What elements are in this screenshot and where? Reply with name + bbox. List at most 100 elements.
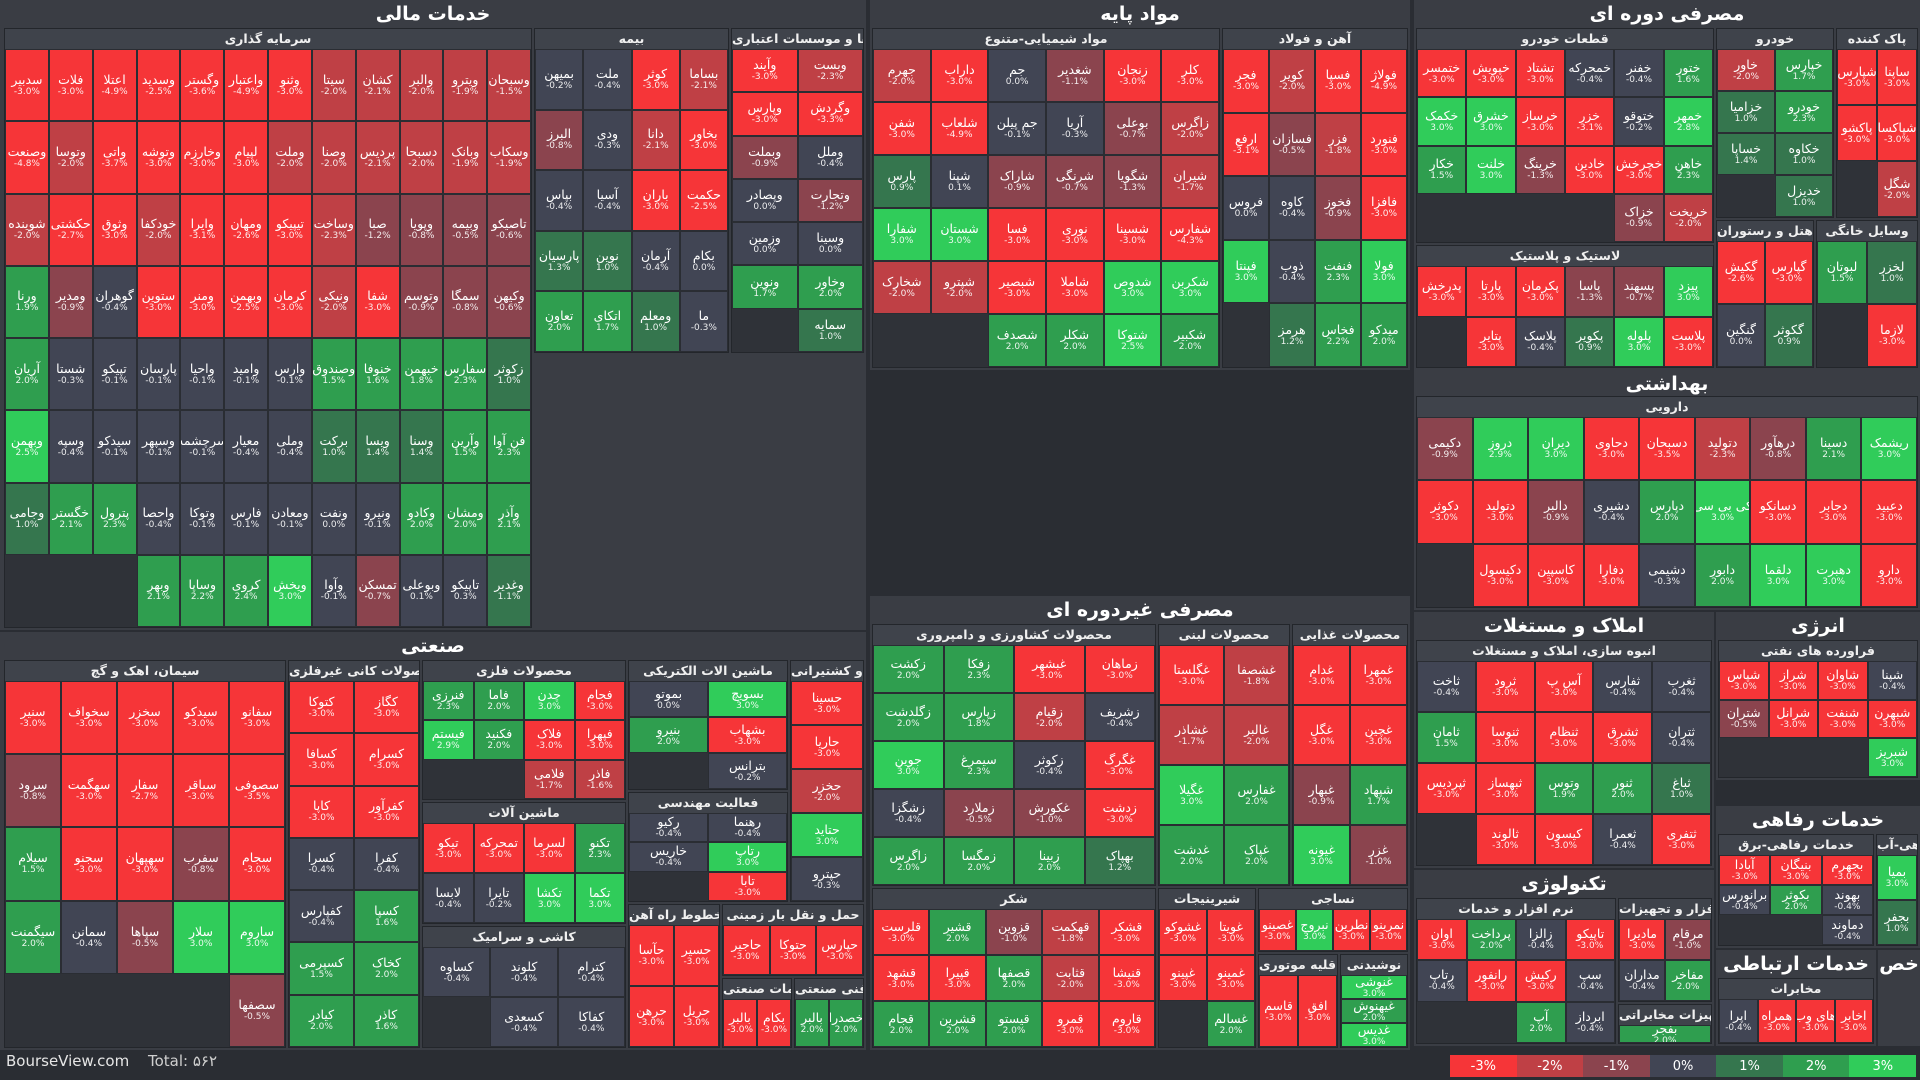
treemap-cell[interactable]: سلار 3.0% bbox=[173, 900, 229, 974]
treemap-cell[interactable]: سیدکو -0.1% bbox=[92, 410, 137, 483]
group-metal-products[interactable]: محصولات فلزی فجام -3.0% چدن 3.0% فاما 2.0% فنر… bbox=[422, 660, 626, 800]
treemap-cell[interactable]: سنیر -3.0% bbox=[5, 681, 61, 755]
treemap-cell[interactable]: قشهد -3.0% bbox=[873, 955, 930, 1001]
treemap-cell[interactable]: واحصا -0.4% bbox=[136, 482, 181, 555]
treemap-cell[interactable]: فیستم 2.9% bbox=[423, 720, 474, 760]
treemap-cell[interactable]: لابسا -0.4% bbox=[423, 873, 474, 923]
group-banks[interactable]: بانک‌ها و موسسات اعتباری وبست-2.3%وآیند-… bbox=[731, 28, 864, 353]
treemap-cell[interactable]: فاذر -1.6% bbox=[574, 759, 625, 799]
treemap-cell[interactable]: لخزر 1.0% bbox=[1867, 241, 1917, 304]
treemap-cell[interactable]: وآیند -3.0% bbox=[732, 49, 798, 93]
treemap-cell[interactable]: غبهار -0.9% bbox=[1293, 765, 1350, 825]
treemap-cell[interactable]: زقیام -2.0% bbox=[1014, 693, 1085, 741]
group-machinery[interactable]: ماشین آلات تکنو 2.3% لسرما -3.0% تمحرکه -3.0%… bbox=[422, 802, 626, 924]
treemap-cell[interactable]: دپارس 2.0% bbox=[1639, 480, 1695, 544]
treemap-cell[interactable]: حاجیر -3.0% bbox=[723, 925, 770, 975]
treemap-cell[interactable]: کوثر -3.0% bbox=[631, 49, 680, 110]
treemap-cell[interactable]: وبملت -0.9% bbox=[732, 135, 798, 179]
treemap-cell[interactable]: فلامی -1.7% bbox=[524, 759, 575, 799]
treemap-cell[interactable]: غدشت 2.0% bbox=[1159, 825, 1224, 885]
treemap-cell[interactable]: وگستر -3.6% bbox=[180, 49, 225, 122]
treemap-cell[interactable]: فخاس 2.2% bbox=[1315, 303, 1361, 367]
treemap-cell[interactable]: دیران 3.0% bbox=[1528, 417, 1584, 481]
treemap-cell[interactable]: قشکر -3.0% bbox=[1098, 909, 1155, 955]
treemap-cell[interactable]: سفار -2.7% bbox=[117, 754, 173, 828]
treemap-cell[interactable]: غمهرا -3.0% bbox=[1350, 645, 1407, 705]
treemap-cell[interactable]: فسازان -0.5% bbox=[1269, 112, 1315, 177]
treemap-cell[interactable]: ومعلم 1.0% bbox=[631, 291, 680, 352]
treemap-cell[interactable]: سدبیر -3.0% bbox=[5, 49, 49, 122]
treemap-cell[interactable]: فن آوا 2.3% bbox=[487, 410, 531, 483]
treemap-cell[interactable]: وخارزم -3.0% bbox=[180, 121, 225, 194]
treemap-cell[interactable]: وجامی 1.0% bbox=[5, 482, 49, 555]
treemap-cell[interactable]: وتوکا -0.1% bbox=[180, 482, 225, 555]
treemap-cell[interactable]: آسیا -0.4% bbox=[583, 170, 632, 231]
treemap-cell[interactable]: کاوه -0.4% bbox=[1269, 176, 1315, 240]
treemap-cell[interactable]: قنیشا -3.0% bbox=[1098, 955, 1155, 1001]
treemap-cell[interactable]: شصدف 2.0% bbox=[988, 314, 1046, 367]
treemap-cell[interactable]: نوین 1.0% bbox=[583, 230, 632, 292]
treemap-cell[interactable]: وپصادر 0.0% bbox=[732, 178, 798, 223]
treemap-cell[interactable]: تیکو -3.0% bbox=[423, 823, 474, 873]
treemap-cell[interactable]: جوین 3.0% bbox=[873, 741, 944, 789]
treemap-cell[interactable]: پیزد 3.0% bbox=[1663, 266, 1713, 317]
treemap-cell[interactable]: فلات -3.0% bbox=[48, 49, 93, 122]
treemap-cell[interactable]: حتاید 3.0% bbox=[791, 813, 863, 857]
treemap-cell[interactable]: پتاير -3.0% bbox=[1466, 316, 1516, 367]
treemap-cell[interactable]: فخوز -0.9% bbox=[1315, 176, 1361, 240]
treemap-cell[interactable]: زفکا 2.3% bbox=[943, 645, 1014, 693]
treemap-cell[interactable]: غچین -3.0% bbox=[1350, 705, 1407, 765]
group-sweets[interactable]: شیرینیجات غویتا -3.0% غشوکو -3.0% غمینو -3.0%… bbox=[1158, 888, 1256, 1048]
group-ceramics[interactable]: کاشی و سرامیک کترام -0.4% کلوند -0.4% کساوه -… bbox=[422, 926, 626, 1048]
group-land-transport[interactable]: حمل و نقل بار زمینی حپارس -3.0% حتوکا -3.0%… bbox=[722, 904, 864, 976]
treemap-cell[interactable]: سیلام 1.5% bbox=[5, 827, 61, 901]
treemap-cell[interactable]: کیسون -3.0% bbox=[1534, 814, 1594, 865]
treemap-cell[interactable]: شرنگی -0.7% bbox=[1046, 155, 1104, 208]
treemap-cell[interactable]: تابا -3.0% bbox=[708, 871, 787, 901]
treemap-cell[interactable]: زشگزا -0.4% bbox=[873, 789, 944, 837]
treemap-cell[interactable]: کساوه -0.4% bbox=[423, 947, 491, 997]
treemap-cell[interactable]: وخاور 2.0% bbox=[797, 265, 863, 309]
treemap-cell[interactable]: شپهاد 1.7% bbox=[1350, 765, 1407, 825]
group-home-appliances[interactable]: وسایل خانگی لخزر 1.0% لبوتان 1.5% لازما -3.0% bbox=[1816, 220, 1918, 368]
treemap-cell[interactable]: سفارس 2.3% bbox=[443, 338, 488, 411]
treemap-cell[interactable]: دتولید -2.3% bbox=[1694, 417, 1751, 481]
treemap-cell[interactable]: جهرم -2.0% bbox=[873, 49, 931, 102]
treemap-cell[interactable]: وتوسم -0.9% bbox=[399, 265, 444, 338]
treemap-cell[interactable]: دکوثر -3.0% bbox=[1417, 480, 1473, 544]
treemap-cell[interactable]: فکنید 2.0% bbox=[473, 720, 524, 760]
treemap-cell[interactable]: شخارک -2.0% bbox=[873, 261, 931, 314]
treemap-cell[interactable]: غدام -3.0% bbox=[1293, 645, 1350, 705]
treemap-cell[interactable]: بمیهن -0.2% bbox=[535, 49, 584, 110]
treemap-cell[interactable]: وملل -0.4% bbox=[797, 135, 863, 179]
treemap-cell[interactable]: ركيو -0.4% bbox=[629, 813, 708, 843]
treemap-cell[interactable]: شاوان -3.0% bbox=[1818, 661, 1868, 700]
treemap-cell[interactable]: دشیری -0.4% bbox=[1583, 480, 1640, 544]
treemap-cell[interactable]: کرمان -3.0% bbox=[268, 265, 312, 338]
treemap-cell[interactable]: بترانس -0.2% bbox=[708, 753, 787, 789]
treemap-cell[interactable]: کاپا -3.0% bbox=[289, 785, 354, 838]
group-industrial-services[interactable]: خدمات صنعتی بکام-3.0%بالبر-3.0% bbox=[722, 978, 792, 1048]
treemap-cell[interactable]: مرقام -1.0% bbox=[1665, 919, 1711, 960]
treemap-cell[interactable]: فسپا -3.0% bbox=[1315, 49, 1361, 113]
treemap-cell[interactable]: خادین -3.0% bbox=[1565, 145, 1615, 194]
treemap-cell[interactable]: کاذر 1.6% bbox=[354, 994, 419, 1047]
treemap-cell[interactable]: صبا -1.2% bbox=[355, 193, 400, 266]
treemap-cell[interactable]: زمگسا 2.0% bbox=[943, 837, 1014, 885]
treemap-cell[interactable]: آس پ -3.0% bbox=[1534, 661, 1594, 712]
treemap-cell[interactable]: معیار -0.4% bbox=[224, 410, 269, 483]
treemap-cell[interactable]: دارو -3.0% bbox=[1861, 543, 1917, 607]
group-food[interactable]: محصولات غذایی غمهرا -3.0% غدام -3.0% غچین -3.… bbox=[1292, 624, 1408, 886]
treemap-cell[interactable]: دکیسول -3.0% bbox=[1472, 543, 1529, 607]
treemap-cell[interactable]: کخاک 2.0% bbox=[354, 942, 419, 995]
treemap-cell[interactable]: خکمک 3.0% bbox=[1417, 97, 1467, 146]
treemap-cell[interactable]: زدشت -3.0% bbox=[1084, 789, 1155, 837]
treemap-cell[interactable]: دهبرت 3.0% bbox=[1805, 543, 1862, 607]
treemap-cell[interactable]: شیران -1.7% bbox=[1161, 155, 1219, 208]
treemap-cell[interactable]: قصفها 2.0% bbox=[985, 955, 1043, 1001]
treemap-cell[interactable]: شفن -3.0% bbox=[873, 102, 931, 155]
treemap-cell[interactable]: اتکای 1.7% bbox=[583, 291, 632, 352]
treemap-cell[interactable]: لسرما -3.0% bbox=[524, 823, 575, 873]
